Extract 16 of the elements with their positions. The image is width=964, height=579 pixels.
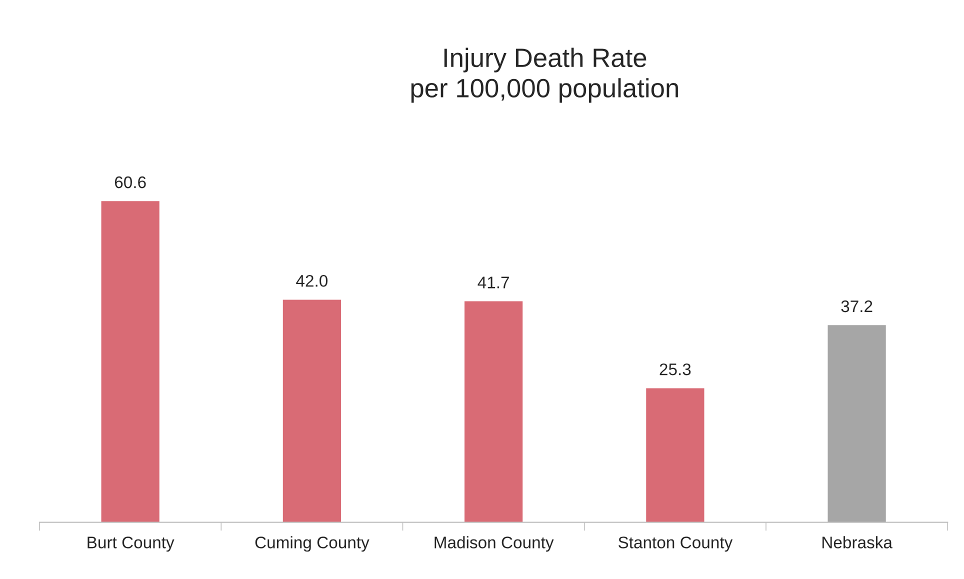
x-tick-label: Cuming County [255,536,370,552]
data-label: 60.6 [114,176,146,188]
data-label: 42.0 [296,274,328,287]
bar [646,388,704,522]
data-label: 25.3 [660,363,691,376]
x-tick-label: Stanton County [618,536,733,552]
bar [828,325,886,522]
bar [282,300,342,522]
x-tick-label: Madison County [434,536,554,552]
bar [464,301,523,522]
chart-title: Injury Death Rate per 100,000 population [411,48,678,103]
data-label: 37.2 [841,300,872,312]
x-tick-label: Burt County [88,536,174,552]
bar [101,201,160,522]
x-tick-label: Nebraska [822,536,892,548]
data-label: 41.7 [478,276,509,288]
